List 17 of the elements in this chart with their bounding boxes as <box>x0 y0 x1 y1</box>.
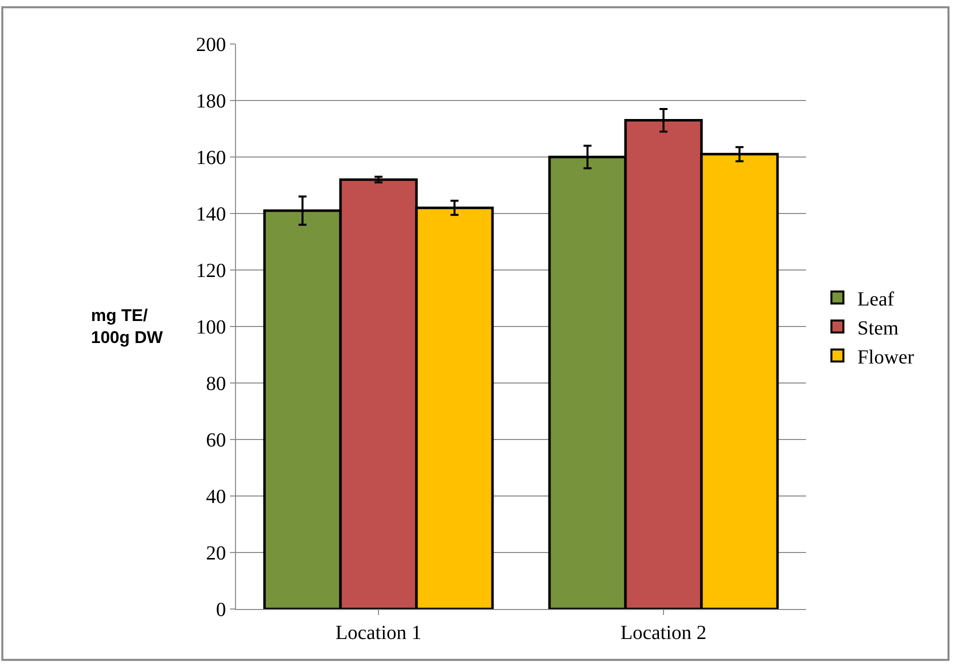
y-tick-label: 80 <box>206 373 226 395</box>
y-tick-label: 20 <box>206 542 226 564</box>
x-tick-label: Location 2 <box>620 622 707 644</box>
y-tick-label: 200 <box>196 34 226 56</box>
y-tick-label: 0 <box>216 599 226 621</box>
y-tick-label: 120 <box>196 260 226 282</box>
y-tick-label: 100 <box>196 316 226 338</box>
y-tick-label: 40 <box>206 486 226 508</box>
legend-label: Stem <box>857 317 899 340</box>
y-axis-title: mg TE/ 100g DW <box>91 306 164 348</box>
y-tick-label: 160 <box>196 147 226 169</box>
x-tick-label: Location 1 <box>335 622 422 644</box>
legend-label: Leaf <box>857 288 894 310</box>
y-tick-label: 180 <box>196 90 226 112</box>
y-tick-label: 140 <box>196 204 226 226</box>
y-tick-label: 60 <box>206 430 226 452</box>
legend-label: Flower <box>857 346 914 368</box>
